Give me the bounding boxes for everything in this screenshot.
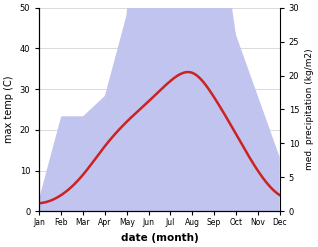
Y-axis label: med. precipitation (kg/m2): med. precipitation (kg/m2) (305, 49, 314, 170)
Y-axis label: max temp (C): max temp (C) (4, 76, 14, 143)
X-axis label: date (month): date (month) (121, 233, 198, 243)
